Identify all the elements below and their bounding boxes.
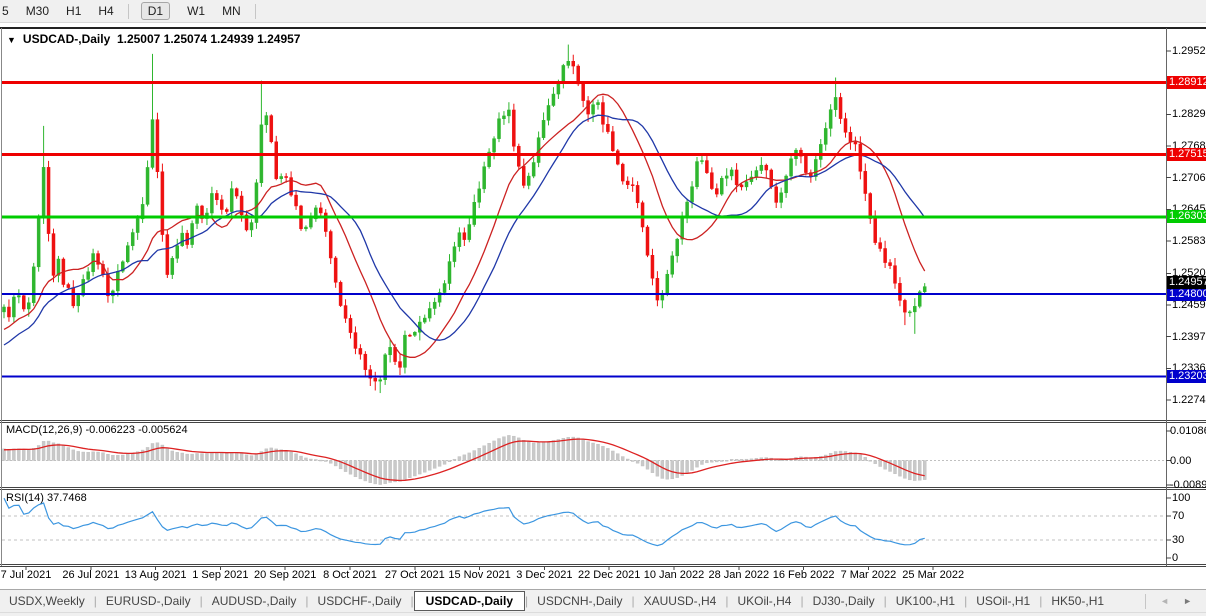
price-axis-label: 1.27065 [1172,171,1206,184]
tab-divider: | [631,594,635,608]
price-axis-label: 1.29525 [1172,45,1206,57]
price-axis-label: 1.28295 [1172,108,1206,121]
date-label: 25 Mar 2022 [902,569,965,581]
tab-divider: | [93,594,97,608]
tab-divider: | [305,594,309,608]
price-axis-label: 1.23975 [1172,330,1206,343]
status-strip [0,612,1206,616]
price-axis-label: 1.22745 [1172,393,1206,406]
rsi-value: 37.7468 [46,492,87,504]
date-label: 27 Oct 2021 [384,569,445,581]
tab-divider: | [800,594,804,608]
tab-usdx-weekly[interactable]: USDX,Weekly [9,594,85,608]
tab-usdchf-daily[interactable]: USDCHF-,Daily [317,594,402,608]
rsi-axis-label: 30 [1172,534,1185,546]
date-label: 15 Nov 2021 [448,569,511,581]
tab-divider: | [1039,594,1043,608]
tab-uk100-h1[interactable]: UK100-,H1 [895,594,956,608]
tab-divider: | [883,594,887,608]
tab-dj30-daily[interactable]: DJ30-,Daily [812,594,875,608]
price-axis-label: 1.25835 [1172,234,1206,247]
tab-divider: | [410,594,414,608]
current-price-badge: 1.24957 [1167,276,1206,290]
date-label: 28 Jan 2022 [708,569,770,581]
toolbar-separator [127,3,129,19]
rsi-axis-label: 0 [1172,552,1179,564]
macd-values: -0.006223 -0.005624 [85,424,188,436]
chevron-down-icon[interactable]: ▼ [7,35,16,45]
date-label: 16 Feb 2022 [772,569,835,581]
level-price-badge: 1.28912 [1167,76,1206,90]
tab-usdcad-daily[interactable]: USDCAD-,Daily [413,591,526,611]
tab-divider: | [199,594,203,608]
ma-fast-line [3,93,926,358]
tab-usdcnh-daily[interactable]: USDCNH-,Daily [537,594,623,608]
symbol-label: USDCAD-,Daily [22,32,111,46]
macd-axis-label: -0.008974 [1170,478,1206,491]
tab-divider [1145,593,1147,609]
timeframe-button-m5[interactable]: 5 [2,4,9,18]
rsi-legend: RSI(14) 37.7468 [6,492,87,504]
tab-hk50-h1[interactable]: HK50-,H1 [1051,594,1105,608]
chart-info-line: ▼ USDCAD-,Daily 1.25007 1.25074 1.24939 1… [7,32,300,46]
tab-scroll-right-icon[interactable]: ► [1183,596,1192,606]
toolbar-separator [254,3,256,19]
date-label: 20 Sep 2021 [253,569,317,581]
chart-tab-bar: USDX,Weekly | EURUSD-,Daily | AUDUSD-,Daily |… [0,589,1206,612]
timeframe-button-w1[interactable]: W1 [187,4,206,18]
level-price-badge: 1.23203 [1167,369,1206,383]
level-price-badge: 1.27515 [1167,147,1206,161]
tab-divider: | [525,594,529,608]
tab-usoil-h1[interactable]: USOil-,H1 [976,594,1031,608]
tab-scroll-left-icon[interactable]: ◄ [1160,596,1170,606]
date-label: 7 Jul 2021 [0,569,52,581]
macd-panel [2,435,1166,485]
macd-axis-label: 0.00 [1170,454,1192,467]
level-price-badge: 1.24800 [1167,287,1206,301]
date-label: 22 Dec 2021 [577,569,641,581]
date-label: 13 Aug 2021 [124,569,187,581]
level-price-badge: 1.26303 [1167,210,1206,224]
date-label: 10 Jan 2022 [643,569,705,581]
timeframe-button-d1[interactable]: D1 [140,2,171,20]
tab-eurusd-daily[interactable]: EURUSD-,Daily [105,594,191,608]
tab-audusd-daily[interactable]: AUDUSD-,Daily [211,594,297,608]
rsi-axis-label: 70 [1172,510,1185,522]
rsi-panel [2,497,1166,547]
date-label: 3 Dec 2021 [516,569,573,581]
candlestick-series [2,44,927,394]
macd-legend: MACD(12,26,9) -0.006223 -0.005624 [6,424,188,436]
tab-xauusd-h4[interactable]: XAUUSD-,H4 [643,594,717,608]
tab-divider: | [964,594,968,608]
ohlc-values: 1.25007 1.25074 1.24939 1.24957 [116,32,301,46]
timeframe-button-m30[interactable]: M30 [25,4,50,18]
timeframe-button-h4[interactable]: H4 [98,4,114,18]
rsi-name: RSI(14) [6,492,44,504]
macd-signal-line [3,438,925,482]
date-label: 7 Mar 2022 [840,569,897,581]
rsi-axis-label: 100 [1172,492,1191,504]
rsi-line [3,497,925,547]
price-axis-label: 1.24590 [1172,299,1206,312]
date-label: 1 Sep 2021 [192,569,249,581]
timeframe-button-h1[interactable]: H1 [66,4,82,18]
date-label: 26 Jul 2021 [62,569,120,581]
timeframe-toolbar: 5 M30 H1 H4 D1 W1 MN [0,0,1206,23]
tab-divider: | [725,594,729,608]
tab-ukoil-h4[interactable]: UKOil-,H4 [737,594,792,608]
macd-name: MACD(12,26,9) [6,424,83,436]
macd-axis-label: 0.010869 [1170,425,1206,438]
timeframe-button-mn[interactable]: MN [222,4,241,18]
date-label: 8 Oct 2021 [323,569,377,581]
ma-slow-line [3,114,926,346]
